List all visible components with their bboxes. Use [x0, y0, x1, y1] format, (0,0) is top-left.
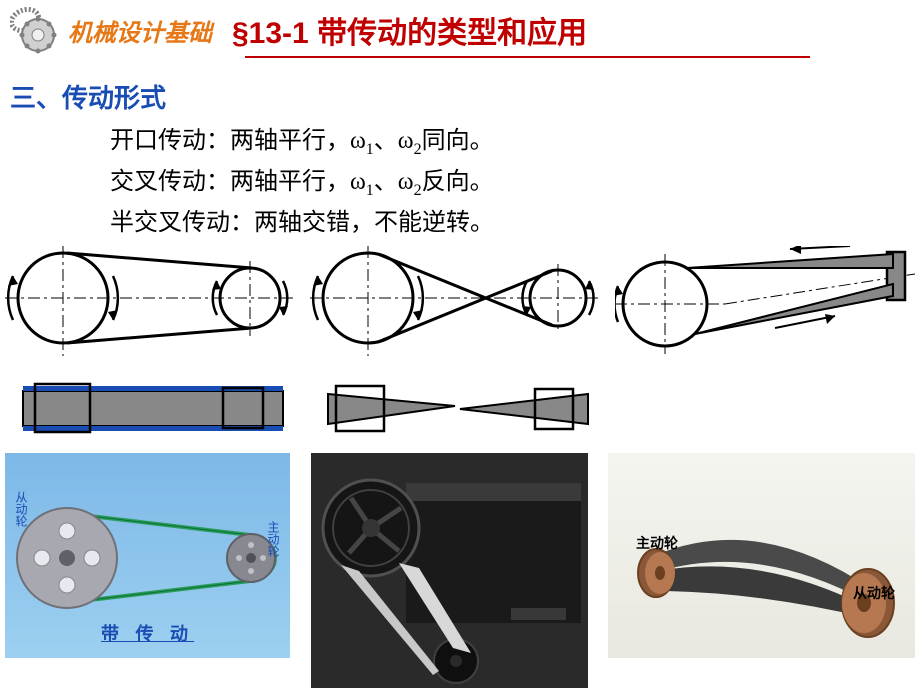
photo3-label-driven: 从动轮	[853, 583, 895, 603]
photo1-label-driven: 从动轮	[13, 491, 30, 527]
photo-open-belt-render: 从动轮 主动轮 带 传 动	[5, 453, 290, 658]
slide-header: 机械设计基础 §13-1 带传动的类型和应用	[0, 0, 920, 60]
photos-row: 从动轮 主动轮 带 传 动	[0, 453, 920, 688]
subtitle: 三、传动形式	[10, 78, 920, 115]
line-half-cross: 半交叉传动：两轴交错，不能逆转。	[110, 205, 920, 241]
line-cross: 交叉传动：两轴平行，ω1、ω2反向。	[110, 164, 920, 203]
header-underline	[245, 56, 810, 58]
diagram-open	[5, 246, 295, 441]
diagram-cross	[310, 246, 600, 441]
gear-icon	[10, 5, 60, 55]
photo3-label-driver: 主动轮	[636, 533, 678, 553]
photo-machine-bw	[311, 453, 588, 688]
diagrams-row	[0, 246, 920, 441]
photo1-caption: 带 传 动	[101, 620, 194, 646]
section-title: §13-1 带传动的类型和应用	[232, 8, 587, 52]
photo-half-cross-render: 主动轮 从动轮	[608, 453, 915, 658]
photo1-label-driver: 主动轮	[265, 521, 282, 557]
course-name: 机械设计基础	[68, 13, 212, 48]
line-open: 开口传动：两轴平行，ω1、ω2同向。	[110, 123, 920, 162]
content-body: 开口传动：两轴平行，ω1、ω2同向。 交叉传动：两轴平行，ω1、ω2反向。 半交…	[110, 123, 920, 241]
diagram-half-cross	[615, 246, 915, 441]
